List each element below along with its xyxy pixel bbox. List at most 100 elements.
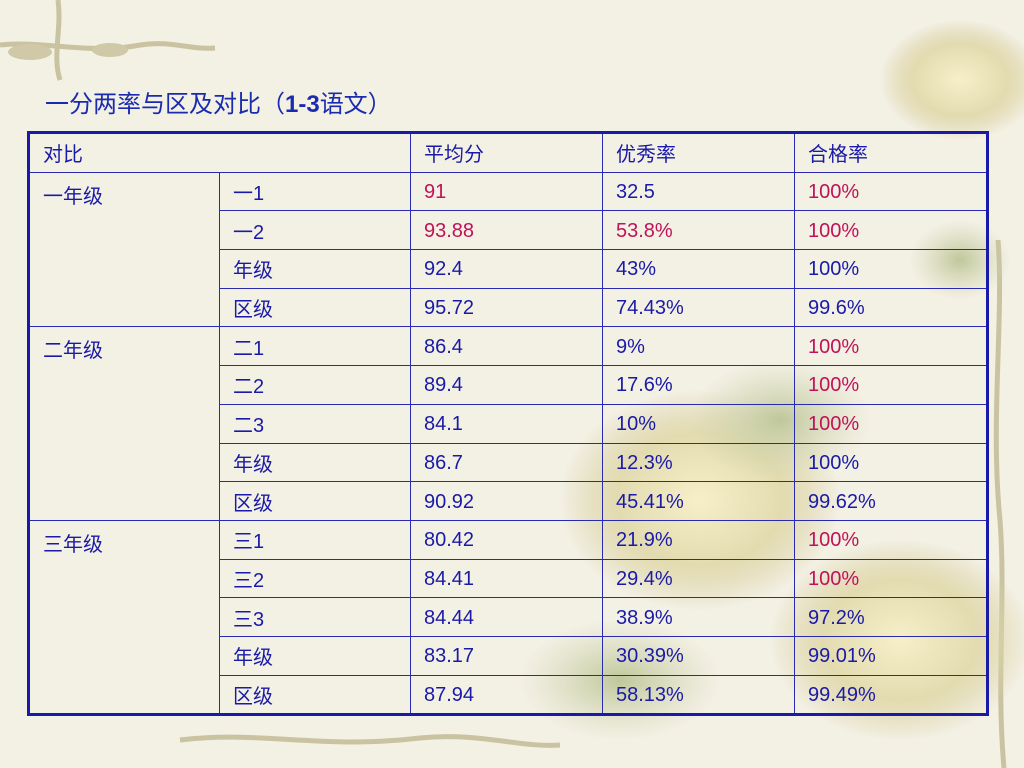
class-label-cell-text: 年级 [233,453,273,476]
excellent-rate-cell: 43% [602,249,795,289]
excellent-rate-cell-text: 58.13% [616,683,684,706]
excellent-rate-cell: 38.9% [602,597,795,637]
class-label-cell-text: 年级 [233,647,273,670]
average-score-cell: 91 [410,171,603,212]
title-grade-range: 1-3 [285,91,320,118]
average-score-cell: 86.4 [410,326,603,367]
average-score-cell: 93.88 [410,210,603,251]
average-score-cell-text: 90.92 [424,490,475,513]
average-score-cell: 84.41 [410,558,603,599]
table-row: 年级 86.7 12.3% 100% [29,442,988,483]
class-label-cell-text: 区级 [233,299,273,322]
average-score-cell-text: 86.4 [424,335,463,358]
excellent-rate-cell-text: 38.9% [616,606,673,629]
excellent-rate-cell-text: 32.5 [616,181,655,204]
excellent-rate-cell-text: 30.39% [616,645,684,668]
table-row: 三2 84.41 29.4% 100% [29,558,988,599]
table-row: 一年级 一1 91 32.5 100% [28,171,988,328]
excellent-rate-cell: 21.9% [602,519,795,560]
average-score-cell: 92.4 [410,249,603,289]
class-label-cell: 一1 [219,171,411,212]
grade-cell: 三年级 [28,519,220,716]
average-score-cell-text: 89.4 [424,374,463,397]
pass-rate-cell: 99.62% [794,481,988,521]
pass-rate-cell: 100% [794,403,988,444]
pass-rate-cell-text: 100% [808,413,860,436]
average-score-cell-text: 92.4 [424,258,463,281]
class-label-cell-text: 区级 [233,492,273,515]
table-body: 对比 平均分 优秀率 合格率 一年级 一1 91 32.5 100% 一2 93.88 53.… [28,132,988,716]
pass-rate-cell-text: 99.6% [808,297,865,320]
excellent-rate-cell-text: 29.4% [616,567,673,590]
table-row: 三年级 三1 80.42 21.9% 100% [28,519,988,716]
class-label-cell-text: 二1 [233,337,265,360]
grade-cell: 二年级 [28,326,220,521]
table-row: 区级 90.92 45.41% 99.62% [29,481,988,521]
pass-rate-cell: 100% [794,365,988,405]
excellent-rate-cell-text: 53.8% [616,219,673,242]
header-pass-rate: 合格率 [794,132,988,173]
excellent-rate-cell: 29.4% [602,558,795,599]
excellent-rate-cell: 9% [602,326,795,367]
excellent-rate-cell-text: 45.41% [616,490,684,513]
pass-rate-cell: 100% [794,326,988,367]
table-row: 二年级 二1 86.4 9% 100% [28,326,988,521]
pass-rate-cell-text: 100% [808,335,860,358]
pass-rate-cell: 99.49% [794,674,988,716]
average-score-cell-text: 91 [424,181,447,204]
average-score-cell: 95.72 [410,287,603,328]
excellent-rate-cell: 53.8% [602,210,795,251]
excellent-rate-cell-text: 17.6% [616,374,673,397]
excellent-rate-cell-text: 43% [616,258,657,281]
pass-rate-cell: 97.2% [794,597,988,637]
grade-cell: 一年级 [28,171,220,328]
pass-rate-cell: 100% [794,249,988,289]
average-score-cell: 86.7 [410,442,603,483]
excellent-rate-cell: 30.39% [602,635,795,676]
class-label-cell-text: 一2 [233,221,265,244]
pass-rate-cell-text: 99.62% [808,490,876,513]
class-label-cell-text: 二3 [233,415,265,438]
class-label-cell: 区级 [219,481,411,521]
header-row: 对比 平均分 优秀率 合格率 [28,132,988,173]
table-row: 二2 89.4 17.6% 100% [29,365,988,405]
pass-rate-cell-text: 100% [808,567,860,590]
class-label-cell: 二1 [219,326,411,367]
class-label-cell-text: 三2 [233,569,265,592]
header-comparison: 对比 [28,132,411,173]
class-label-cell: 年级 [219,635,411,676]
excellent-rate-cell: 45.41% [602,481,795,521]
class-label-cell: 年级 [219,249,411,289]
slide-title: 一分两率与区及对比（1-3语文） [45,86,392,123]
class-label-cell: 三3 [219,597,411,637]
average-score-cell-text: 87.94 [424,683,475,706]
pass-rate-cell: 100% [794,210,988,251]
class-label-cell-text: 年级 [233,260,273,283]
excellent-rate-cell-text: 10% [616,413,657,436]
pass-rate-cell: 99.6% [794,287,988,328]
table-row: 年级 92.4 43% 100% [29,249,988,289]
pass-rate-cell-text: 100% [808,451,860,474]
excellent-rate-cell-text: 9% [616,335,645,358]
excellent-rate-cell: 32.5 [602,171,795,212]
average-score-cell: 83.17 [410,635,603,676]
excellent-rate-cell-text: 74.43% [616,297,684,320]
class-label-cell: 区级 [219,287,411,328]
average-score-cell-text: 83.17 [424,645,475,668]
excellent-rate-cell: 17.6% [602,365,795,405]
score-comparison-table: 对比 平均分 优秀率 合格率 一年级 一1 91 32.5 100% 一2 93.88 53.… [27,131,989,717]
average-score-cell: 87.94 [410,674,603,716]
pass-rate-cell-text: 100% [808,219,860,242]
pass-rate-cell-text: 99.49% [808,683,876,706]
pass-rate-cell: 100% [794,558,988,599]
pass-rate-cell-text: 100% [808,258,860,281]
pass-rate-cell-text: 100% [808,374,860,397]
average-score-cell-text: 95.72 [424,297,475,320]
pass-rate-cell: 99.01% [794,635,988,676]
class-label-cell-text: 区级 [233,685,273,708]
class-label-cell: 区级 [219,674,411,716]
class-label-cell-text: 一1 [233,183,265,206]
class-label-cell-text: 二2 [233,376,265,399]
average-score-cell-text: 84.44 [424,606,475,629]
class-label-cell: 年级 [219,442,411,483]
